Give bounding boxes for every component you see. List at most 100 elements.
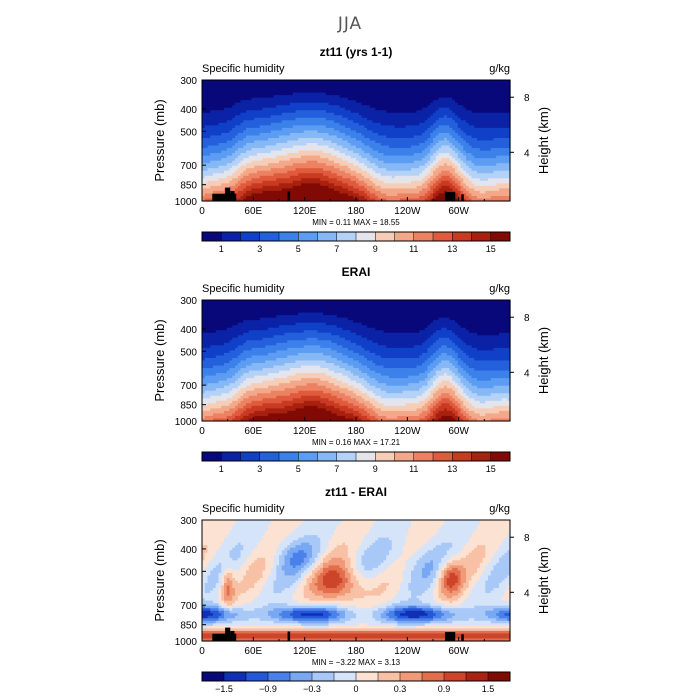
heatmap-cell xyxy=(295,107,299,111)
heatmap-cell xyxy=(501,107,506,111)
heatmap-cell xyxy=(314,82,319,86)
heatmap-cell xyxy=(284,150,288,154)
heatmap-cell xyxy=(413,127,418,132)
panel-left-label: Specific humidity xyxy=(202,63,285,75)
heatmap-cell xyxy=(378,130,382,134)
heatmap-cell xyxy=(402,140,407,144)
heatmap-cell xyxy=(248,137,253,142)
heatmap-cell xyxy=(394,117,398,121)
heatmap-cell xyxy=(389,117,393,121)
heatmap-cell xyxy=(474,97,478,101)
heatmap-cell xyxy=(328,85,332,89)
heatmap-cell xyxy=(306,120,310,124)
heatmap-cell xyxy=(375,105,379,109)
heatmap-cell xyxy=(430,158,434,162)
heatmap-cell xyxy=(441,132,445,137)
heatmap-cell xyxy=(383,85,387,89)
heatmap-cell xyxy=(342,92,346,96)
heatmap-cell xyxy=(433,105,437,109)
heatmap-cell xyxy=(361,112,365,116)
heatmap-cell xyxy=(361,130,365,134)
heatmap-cell xyxy=(248,163,253,167)
heatmap-cell xyxy=(309,105,313,109)
heatmap-cell xyxy=(411,125,415,129)
heatmap-cell xyxy=(221,125,225,129)
heatmap-cell xyxy=(345,125,349,129)
heatmap-cell xyxy=(400,120,404,124)
heatmap-cell xyxy=(317,140,321,144)
heatmap-cell xyxy=(358,110,363,114)
heatmap-cell xyxy=(279,117,283,121)
heatmap-cell xyxy=(339,82,343,86)
heatmap-cell xyxy=(375,158,379,162)
heatmap-cell xyxy=(306,155,310,159)
heatmap-cell xyxy=(303,125,308,129)
heatmap-cell xyxy=(471,110,475,114)
heatmap-cell xyxy=(496,105,500,109)
heatmap-cell xyxy=(226,120,231,124)
heatmap-cell xyxy=(251,140,255,144)
heatmap-cell xyxy=(369,135,374,139)
heatmap-cell xyxy=(433,130,437,134)
heatmap-cell xyxy=(312,105,316,109)
heatmap-cell xyxy=(433,137,437,142)
heatmap-cell xyxy=(361,95,365,99)
heatmap-cell xyxy=(455,105,459,109)
heatmap-cell xyxy=(427,112,431,116)
heatmap-cell xyxy=(375,140,379,144)
heatmap-cell xyxy=(391,97,396,101)
heatmap-cell xyxy=(204,105,209,109)
heatmap-cell xyxy=(490,145,495,149)
heatmap-cell xyxy=(457,148,462,152)
heatmap-cell xyxy=(240,87,244,91)
heatmap-cell xyxy=(452,120,456,124)
heatmap-cell xyxy=(444,90,448,94)
heatmap-cell xyxy=(235,125,239,129)
heatmap-cell xyxy=(438,87,442,91)
heatmap-cell xyxy=(270,140,275,144)
heatmap-cell xyxy=(413,158,418,162)
heatmap-cell xyxy=(499,102,503,106)
heatmap-cell xyxy=(433,110,437,114)
heatmap-cell xyxy=(290,160,294,164)
heatmap-cell xyxy=(441,110,445,114)
heatmap-cell xyxy=(405,117,409,121)
heatmap-cell xyxy=(427,82,431,86)
heatmap-cell xyxy=(331,155,335,159)
heatmap-cell xyxy=(424,102,429,106)
heatmap-cell xyxy=(235,105,239,109)
heatmap-cell xyxy=(408,80,412,84)
heatmap-cell xyxy=(507,125,511,129)
heatmap-cell xyxy=(350,105,354,109)
heatmap-cell xyxy=(312,135,316,139)
heatmap-cell xyxy=(257,145,261,149)
heatmap-cell xyxy=(369,107,374,111)
heatmap-cell xyxy=(276,107,280,111)
heatmap-cell xyxy=(490,92,495,96)
heatmap-cell xyxy=(380,132,385,137)
heatmap-cell xyxy=(408,125,412,129)
heatmap-cell xyxy=(369,87,374,91)
heatmap-cell xyxy=(427,107,431,111)
heatmap-cell xyxy=(235,143,239,147)
heatmap-cell xyxy=(268,158,272,162)
heatmap-cell xyxy=(408,153,412,157)
heatmap-cell xyxy=(405,95,409,99)
heatmap-cell xyxy=(391,105,396,109)
heatmap-cell xyxy=(466,145,470,149)
heatmap-cell xyxy=(375,87,379,91)
heatmap-cell xyxy=(347,130,352,134)
heatmap-cell xyxy=(372,125,376,129)
heatmap-cell xyxy=(433,132,437,137)
heatmap-cell xyxy=(452,135,456,139)
heatmap-cell xyxy=(232,97,236,101)
heatmap-cell xyxy=(210,158,214,162)
heatmap-cell xyxy=(394,100,398,104)
heatmap-cell xyxy=(397,107,401,111)
heatmap-cell xyxy=(463,143,467,147)
heatmap-cell xyxy=(441,117,445,121)
heatmap-cell xyxy=(386,97,390,101)
heatmap-cell xyxy=(353,122,357,126)
heatmap-cell xyxy=(416,143,420,147)
heatmap-cell xyxy=(210,148,214,152)
